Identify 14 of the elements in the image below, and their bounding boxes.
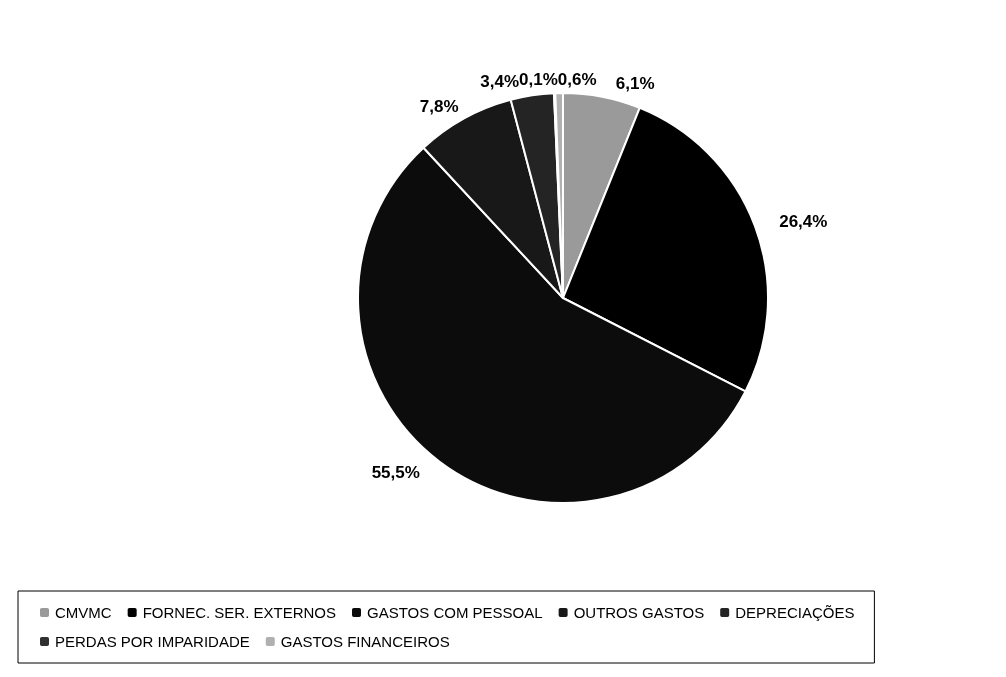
legend-label: OUTROS GASTOS — [573, 604, 705, 621]
legend-label: DEPRECIAÇÕES — [735, 604, 855, 621]
data-label: 3,4% — [480, 71, 520, 91]
legend-label: GASTOS FINANCEIROS — [280, 633, 450, 650]
data-label: 55,5% — [371, 463, 420, 483]
data-label: 0,1% — [519, 69, 558, 89]
data-label: 7,8% — [419, 96, 459, 116]
data-label: 6,1% — [615, 73, 655, 93]
legend-label: FORNEC. SER. EXTERNOS — [142, 604, 337, 621]
data-label: 26,4% — [779, 211, 828, 231]
legend-label: PERDAS POR IMPARIDADE — [55, 633, 250, 650]
legend-label: GASTOS COM PESSOAL — [367, 604, 543, 621]
legend-label: CMVMC — [55, 604, 112, 621]
data-label: 0,6% — [557, 69, 597, 89]
